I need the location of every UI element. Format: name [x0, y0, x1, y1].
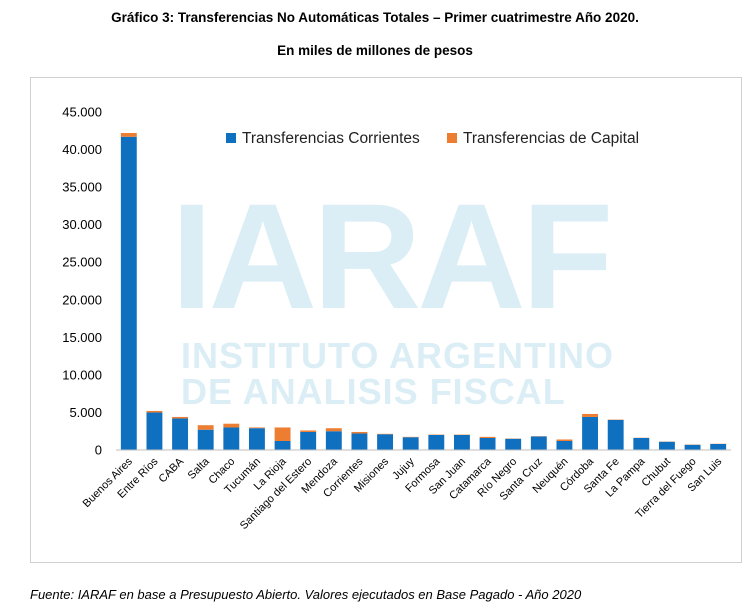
- bar-corrientes-17: [556, 440, 573, 450]
- y-tick-label: 10.000: [62, 367, 102, 382]
- y-tick-label: 25.000: [62, 255, 102, 270]
- bar-chart: IARAF INSTITUTO ARGENTINO DE ANALISIS FI…: [62, 105, 731, 532]
- bar-corrientes-6: [274, 440, 291, 450]
- bar-corrientes-10: [377, 434, 394, 450]
- watermark-line-1: INSTITUTO ARGENTINO: [181, 335, 614, 376]
- bar-corrientes-1: [146, 412, 163, 450]
- bar-capital-14: [479, 436, 496, 438]
- bar-corrientes-4: [223, 427, 240, 450]
- bar-corrientes-2: [172, 418, 189, 450]
- bar-capital-17: [556, 439, 573, 441]
- watermark: IARAF INSTITUTO ARGENTINO DE ANALISIS FI…: [171, 172, 614, 412]
- legend-label-1: Transferencias de Capital: [463, 130, 639, 147]
- bar-corrientes-11: [402, 437, 419, 450]
- bar-corrientes-3: [197, 429, 214, 450]
- chart-subtitle: En miles de millones de pesos: [277, 43, 473, 58]
- chart-title: Gráfico 3: Transferencias No Automáticas…: [111, 10, 639, 25]
- bar-capital-5: [248, 427, 265, 429]
- bar-capital-1: [146, 410, 163, 413]
- bar-corrientes-15: [505, 438, 522, 450]
- bar-capital-0: [120, 133, 137, 137]
- y-tick-label: 15.000: [62, 330, 102, 345]
- source-note: Fuente: IARAF en base a Presupuesto Abie…: [30, 587, 582, 602]
- chart-area: IARAF INSTITUTO ARGENTINO DE ANALISIS FI…: [30, 77, 742, 563]
- bar-capital-2: [172, 416, 189, 419]
- legend-swatch-0: [226, 133, 236, 143]
- bar-corrientes-9: [351, 433, 368, 450]
- bar-capital-6: [274, 427, 291, 441]
- bar-corrientes-0: [120, 136, 137, 450]
- bar-corrientes-7: [300, 431, 317, 450]
- bar-corrientes-12: [428, 434, 445, 450]
- y-tick-label: 0: [95, 443, 102, 458]
- bar-capital-18: [582, 413, 599, 417]
- y-tick-label: 40.000: [62, 142, 102, 157]
- y-tick-label: 45.000: [62, 105, 102, 120]
- bar-corrientes-20: [633, 437, 650, 450]
- bar-corrientes-8: [325, 431, 342, 450]
- bar-capital-7: [300, 430, 317, 432]
- bar-corrientes-13: [453, 434, 470, 450]
- legend-swatch-1: [447, 133, 457, 143]
- bar-corrientes-21: [658, 441, 675, 450]
- x-tick-label: CABA: [157, 455, 187, 485]
- watermark-line-2: DE ANALISIS FISCAL: [181, 371, 566, 412]
- bar-corrientes-18: [582, 416, 599, 450]
- bar-corrientes-22: [684, 444, 701, 450]
- legend: Transferencias Corrientes Transferencias …: [226, 130, 639, 147]
- bar-capital-4: [223, 423, 240, 428]
- y-axis: 45.000 40.000 35.000 30.000 25.000 20.000 15.0…: [62, 105, 102, 458]
- bar-capital-3: [197, 425, 214, 430]
- y-tick-label: 20.000: [62, 292, 102, 307]
- y-tick-label: 35.000: [62, 180, 102, 195]
- legend-label-0: Transferencias Corrientes: [242, 130, 420, 147]
- bar-capital-9: [351, 431, 368, 434]
- bar-corrientes-19: [607, 419, 624, 450]
- bars: [120, 133, 727, 450]
- watermark-logo: IARAF: [171, 172, 609, 340]
- bar-corrientes-16: [530, 436, 547, 450]
- bar-corrientes-23: [710, 443, 727, 450]
- bar-capital-8: [325, 428, 342, 432]
- bar-corrientes-14: [479, 437, 496, 450]
- bar-corrientes-5: [248, 428, 265, 450]
- y-tick-label: 30.000: [62, 217, 102, 232]
- y-tick-label: 5.000: [69, 405, 102, 420]
